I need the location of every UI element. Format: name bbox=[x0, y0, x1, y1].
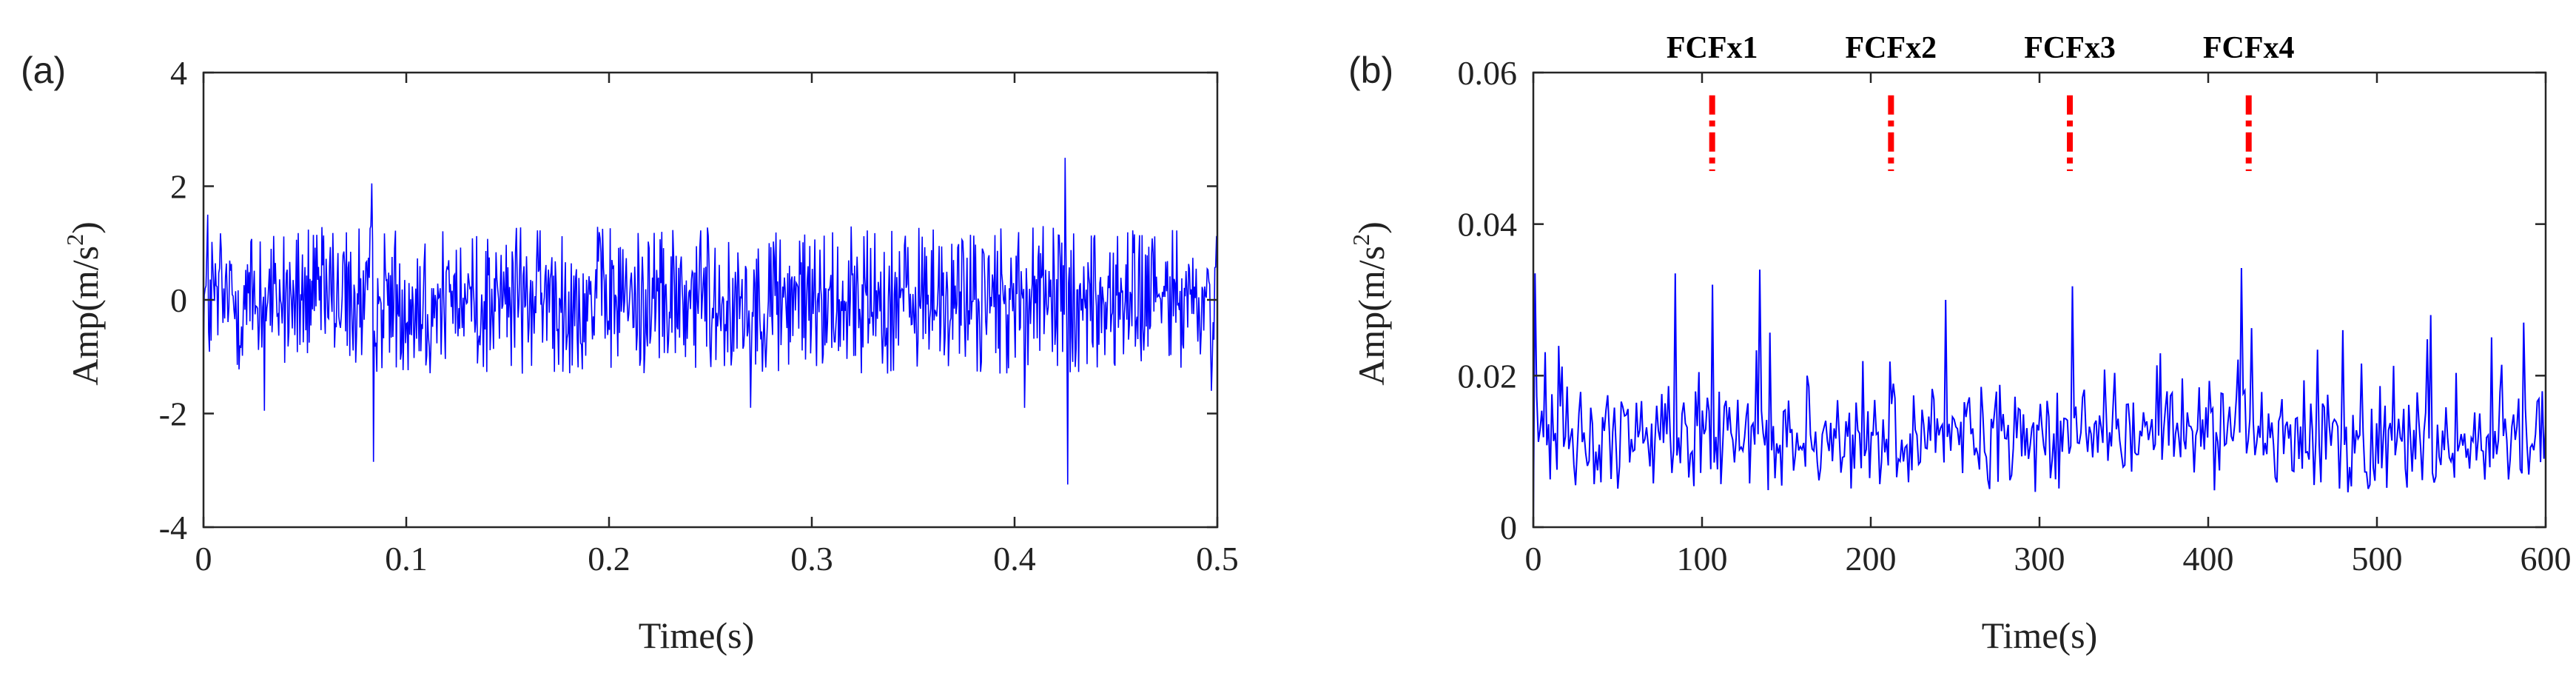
x-tick-label: 300 bbox=[2014, 540, 2065, 578]
plot-frame bbox=[1532, 71, 2547, 529]
fault-marker-label: FCFx4 bbox=[2203, 31, 2295, 65]
axes-b: 0 100 200 300 400 500 600 0 0.02 0.04 0.06 bbox=[1458, 54, 2572, 578]
y-tick-label: 4 bbox=[170, 54, 187, 92]
fault-marker-label: FCFx3 bbox=[2024, 31, 2116, 65]
x-axis-label-a: Time(s) bbox=[639, 615, 755, 656]
panel-label-b: (b) bbox=[1348, 50, 1393, 91]
x-tick-label: 0 bbox=[1525, 540, 1542, 578]
y-axis-label-a: Amp(m/s2) bbox=[61, 221, 106, 386]
x-tick-label: 0.5 bbox=[1196, 540, 1239, 578]
y-tick-label: -4 bbox=[159, 509, 187, 546]
x-tick-label: 500 bbox=[2352, 540, 2403, 578]
signal-trace-b bbox=[1533, 267, 2546, 528]
x-axis-label-b: Time(s) bbox=[1982, 615, 2098, 656]
series-line-a bbox=[203, 158, 1218, 485]
y-tick-label: 0.02 bbox=[1458, 357, 1518, 395]
x-tick-label: 100 bbox=[1677, 540, 1728, 578]
x-tick-label: 200 bbox=[1846, 540, 1897, 578]
y-tick-label: 0 bbox=[1500, 509, 1517, 546]
fault-marker-label: FCFx2 bbox=[1846, 31, 1937, 65]
x-tick-label: 0.1 bbox=[385, 540, 428, 578]
signal-trace-a bbox=[203, 158, 1218, 485]
y-tick-label: 0.06 bbox=[1458, 54, 1518, 92]
y-tick-label: -2 bbox=[159, 395, 187, 433]
x-tick-label: 0.4 bbox=[993, 540, 1036, 578]
series-line-b bbox=[1533, 267, 2546, 528]
x-tick-label: 0 bbox=[195, 540, 212, 578]
plot-frame bbox=[202, 71, 1219, 529]
x-tick-label: 600 bbox=[2520, 540, 2572, 578]
chart-panel-b: (b) Amp(m/s2) Time(s) FCFx1 FCFx2 FCFx3 FCF… bbox=[1348, 31, 2572, 656]
y-tick-label: 0 bbox=[170, 281, 187, 319]
x-tick-label: 0.2 bbox=[588, 540, 630, 578]
fault-markers: FCFx1 FCFx2 FCFx3 FCFx4 bbox=[1667, 31, 2295, 172]
x-tick-label: 400 bbox=[2183, 540, 2234, 578]
y-axis-label-b: Amp(m/s2) bbox=[1348, 221, 1392, 386]
fault-marker-label: FCFx1 bbox=[1667, 31, 1758, 65]
panel-label-a: (a) bbox=[21, 50, 66, 91]
chart-panel-a: (a) Amp(m/s2) Time(s) 0 0.1 0.2 0.3 0.4 0.5 -4… bbox=[21, 50, 1239, 656]
y-tick-label: 2 bbox=[170, 168, 187, 206]
y-tick-label: 0.04 bbox=[1458, 206, 1518, 244]
axes-a: 0 0.1 0.2 0.3 0.4 0.5 -4 -2 0 2 4 bbox=[159, 54, 1239, 578]
x-tick-label: 0.3 bbox=[790, 540, 833, 578]
